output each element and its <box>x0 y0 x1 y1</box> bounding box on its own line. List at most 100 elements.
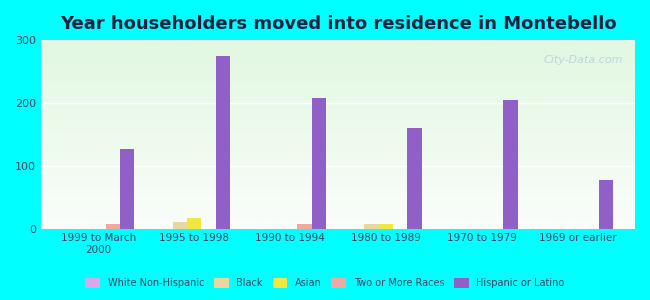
Bar <box>41 155 635 157</box>
Bar <box>41 57 635 59</box>
Bar <box>41 121 635 123</box>
Bar <box>216 56 230 229</box>
Bar <box>41 129 635 130</box>
Bar <box>41 46 635 48</box>
Bar <box>41 208 635 210</box>
Bar <box>41 148 635 149</box>
Bar <box>41 106 635 108</box>
Bar <box>41 63 635 64</box>
Bar <box>41 159 635 161</box>
Legend: White Non-Hispanic, Black, Asian, Two or More Races, Hispanic or Latino: White Non-Hispanic, Black, Asian, Two or… <box>81 274 569 292</box>
Bar <box>41 206 635 208</box>
Bar <box>41 176 635 178</box>
Bar <box>41 74 635 76</box>
Bar <box>41 189 635 191</box>
Bar <box>41 72 635 74</box>
Bar <box>41 217 635 219</box>
Bar <box>41 85 635 87</box>
Bar <box>120 149 135 229</box>
Bar <box>41 182 635 183</box>
Bar <box>41 40 635 42</box>
Bar <box>41 55 635 57</box>
Bar <box>599 179 614 229</box>
Bar <box>41 97 635 98</box>
Bar <box>41 132 635 134</box>
Bar <box>41 108 635 110</box>
Bar <box>41 187 635 189</box>
Bar <box>41 223 635 225</box>
Bar <box>41 136 635 138</box>
Bar <box>41 204 635 206</box>
Bar <box>41 110 635 112</box>
Bar <box>41 214 635 215</box>
Bar <box>41 164 635 166</box>
Bar <box>41 51 635 53</box>
Bar <box>408 128 422 229</box>
Bar <box>41 127 635 129</box>
Bar <box>41 161 635 163</box>
Bar <box>41 193 635 195</box>
Bar <box>41 100 635 102</box>
Bar <box>41 80 635 82</box>
Bar <box>41 91 635 93</box>
Bar <box>41 144 635 146</box>
Bar <box>41 200 635 202</box>
Bar <box>41 138 635 140</box>
Bar <box>297 224 311 229</box>
Bar <box>41 174 635 176</box>
Bar <box>41 191 635 193</box>
Bar <box>41 142 635 144</box>
Bar <box>41 119 635 121</box>
Text: City-Data.com: City-Data.com <box>543 55 623 65</box>
Bar <box>41 125 635 127</box>
Bar <box>379 224 393 229</box>
Bar <box>41 163 635 164</box>
Bar <box>41 68 635 70</box>
Bar <box>41 116 635 117</box>
Bar <box>41 167 635 168</box>
Bar <box>41 87 635 89</box>
Bar <box>41 67 635 68</box>
Bar <box>41 185 635 187</box>
Bar <box>41 202 635 204</box>
Bar <box>41 82 635 83</box>
Bar <box>41 76 635 78</box>
Bar <box>173 222 187 229</box>
Bar <box>41 130 635 132</box>
Bar <box>41 227 635 229</box>
Bar <box>41 48 635 50</box>
Bar <box>41 178 635 179</box>
Bar <box>41 170 635 172</box>
Bar <box>41 153 635 155</box>
Bar <box>41 149 635 151</box>
Bar <box>41 50 635 51</box>
Bar <box>41 112 635 114</box>
Bar <box>311 98 326 229</box>
Bar <box>41 61 635 63</box>
Bar <box>41 183 635 185</box>
Bar <box>41 151 635 153</box>
Bar <box>41 210 635 212</box>
Title: Year householders moved into residence in Montebello: Year householders moved into residence i… <box>60 15 616 33</box>
Bar <box>41 117 635 119</box>
Bar <box>41 215 635 217</box>
Bar <box>41 70 635 72</box>
Bar <box>503 100 517 229</box>
Bar <box>41 157 635 159</box>
Bar <box>41 93 635 95</box>
Bar <box>41 42 635 44</box>
Bar <box>41 146 635 148</box>
Bar <box>187 218 202 229</box>
Bar <box>41 172 635 174</box>
Bar <box>41 83 635 85</box>
Bar <box>41 140 635 142</box>
Bar <box>41 98 635 101</box>
Bar <box>41 195 635 197</box>
Bar <box>41 114 635 116</box>
Bar <box>41 78 635 80</box>
Bar <box>106 224 120 229</box>
Bar <box>41 134 635 136</box>
Bar <box>41 102 635 104</box>
Bar <box>41 53 635 55</box>
Bar <box>41 225 635 227</box>
